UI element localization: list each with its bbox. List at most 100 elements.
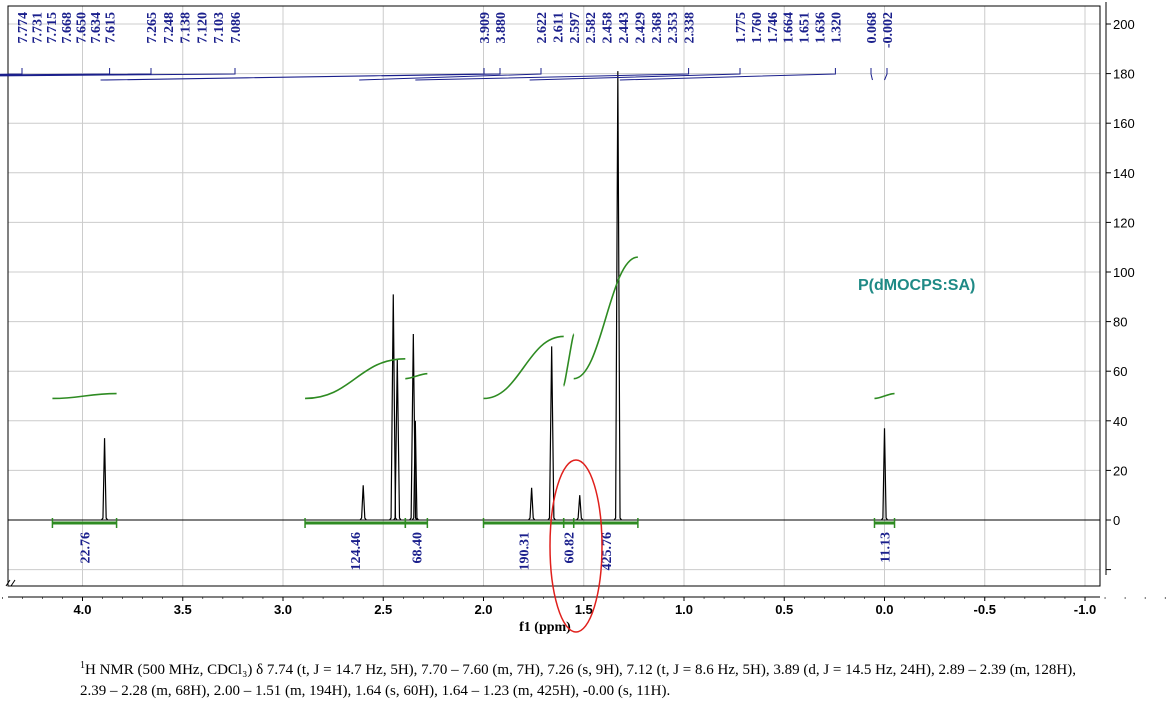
- peak-label: 7.634: [89, 12, 104, 44]
- peak-label: 0.068: [865, 12, 880, 44]
- spectrum-peak: [528, 487, 536, 521]
- integral-labels: 4.827.099.164.7622.76124.4668.40190.3160…: [79, 532, 894, 571]
- y-tick-label: 200: [1113, 17, 1135, 32]
- spectrum-peak: [100, 438, 109, 521]
- spectrum-trace: [100, 71, 889, 521]
- y-tick-label: 180: [1113, 67, 1135, 82]
- y-tick-label: 60: [1113, 364, 1127, 379]
- peak-label: 2.368: [650, 12, 665, 44]
- integral-label: 68.40: [410, 532, 425, 564]
- caption-superscript: 1: [80, 660, 85, 671]
- y-tick-label: 80: [1113, 315, 1127, 330]
- peak-label-connector: [0, 68, 236, 77]
- grid: [8, 6, 1100, 586]
- peak-label: 7.650: [74, 12, 89, 44]
- peak-label: 1.664: [782, 12, 797, 44]
- x-tick-label: -0.5: [974, 602, 996, 617]
- peak-label: 3.909: [478, 12, 493, 44]
- integral-label: 425.76: [600, 532, 615, 571]
- x-tick-label: 0.5: [775, 602, 793, 617]
- integral-label: 11.13: [879, 532, 894, 563]
- frame-rect: [7, 5, 1101, 587]
- integral-label: 124.46: [349, 532, 364, 571]
- y-tick-label: 0: [1113, 513, 1120, 528]
- sample-label: P(dMOCPS:SA): [858, 277, 975, 294]
- peak-label: 7.086: [229, 12, 244, 44]
- peak-label: 7.615: [104, 12, 119, 44]
- peak-label-connector: [870, 68, 888, 81]
- nmr-caption: 1H NMR (500 MHz, CDCl₃) δ 7.74 (t, J = 1…: [80, 655, 1090, 702]
- peak-label: 7.120: [195, 12, 210, 44]
- nmr-spectrum-chart: 4.827.099.164.7622.76124.4668.40190.3160…: [0, 2, 1166, 635]
- peak-label: 2.458: [601, 12, 616, 44]
- peak-label: 2.622: [535, 12, 550, 44]
- x-tick-label: 4.0: [73, 602, 91, 617]
- peak-label: -0.002: [881, 12, 896, 48]
- integral-curve: [305, 358, 406, 400]
- spectrum-peak: [359, 485, 367, 521]
- integral-curve: [405, 372, 428, 380]
- integral-curve: [573, 256, 639, 380]
- spectrum-peak: [547, 346, 556, 521]
- peak-label: 1.320: [829, 12, 844, 44]
- y-tick-label: 20: [1113, 463, 1127, 478]
- caption-text: H NMR (500 MHz, CDCl₃) δ 7.74 (t, J = 14…: [80, 662, 1076, 699]
- peak-label: 7.265: [145, 12, 160, 44]
- peak-label-connector: [100, 68, 501, 81]
- y-tick-label: 160: [1113, 116, 1135, 131]
- plot-frame: [7, 2, 1107, 587]
- peak-label: 1.651: [798, 12, 813, 44]
- peak-label: 7.715: [45, 12, 60, 44]
- peak-label: 2.443: [617, 12, 632, 44]
- x-tick-label: 1.0: [675, 602, 693, 617]
- x-tick-label: 2.0: [474, 602, 492, 617]
- spectrum-peak: [409, 333, 418, 521]
- y-tick-label: 100: [1113, 265, 1135, 280]
- peak-label: 7.138: [179, 12, 194, 44]
- integral-curve: [483, 335, 564, 400]
- integral-bars: [51, 518, 896, 528]
- peak-label: 3.880: [494, 12, 509, 44]
- integral-curve: [562, 333, 575, 387]
- integral-curves: [52, 256, 895, 400]
- integral-curve: [52, 392, 117, 400]
- x-tick-label: 1.5: [575, 602, 593, 617]
- peak-label: 2.597: [568, 12, 583, 44]
- x-tick-label: 3.5: [174, 602, 192, 617]
- peak-label: 7.103: [212, 12, 227, 44]
- peak-label: 1.775: [734, 12, 749, 44]
- spectrum-peak: [576, 495, 584, 521]
- spectrum-peak: [880, 428, 889, 521]
- peak-label: 7.774: [16, 12, 31, 44]
- highlight-ellipse: [549, 459, 603, 633]
- peak-label-connector: [359, 68, 690, 81]
- peak-label: 7.668: [60, 12, 75, 44]
- peak-labels: 7.774 7.731 7.715 7.668 7.650 7.634 7.615 7.265…: [0, 12, 896, 81]
- peak-label: 7.248: [162, 12, 177, 44]
- peak-label: 2.338: [683, 12, 698, 44]
- x-tick-label: -1.0: [1074, 602, 1096, 617]
- y-tick-label: 140: [1113, 166, 1135, 181]
- x-tick-label: 2.5: [374, 602, 392, 617]
- x-tick-label: 3.0: [274, 602, 292, 617]
- integral-label: 60.82: [563, 532, 578, 564]
- peak-label: 2.582: [584, 12, 599, 44]
- peak-label: 1.636: [814, 12, 829, 44]
- peak-label: 7.731: [31, 12, 46, 44]
- spectrum-peak: [389, 294, 398, 521]
- spectrum-peak: [411, 420, 419, 521]
- y-tick-label: 120: [1113, 215, 1135, 230]
- spectrum-peak: [613, 71, 623, 521]
- integral-label: 190.31: [518, 532, 533, 571]
- y-tick-label: 40: [1113, 414, 1127, 429]
- axis-break-icon: [5, 579, 16, 587]
- peak-label: 2.429: [633, 12, 648, 44]
- integral-label: 22.76: [79, 532, 94, 564]
- integral-curve: [874, 392, 895, 400]
- x-tick-label: 0.0: [875, 602, 893, 617]
- x-axis: 8.58.07.57.06.56.05.55.04.54.03.53.02.52…: [1, 596, 1166, 617]
- peak-label: 2.611: [551, 12, 566, 43]
- peak-label: 1.746: [766, 12, 781, 44]
- peak-label: 2.353: [666, 12, 681, 44]
